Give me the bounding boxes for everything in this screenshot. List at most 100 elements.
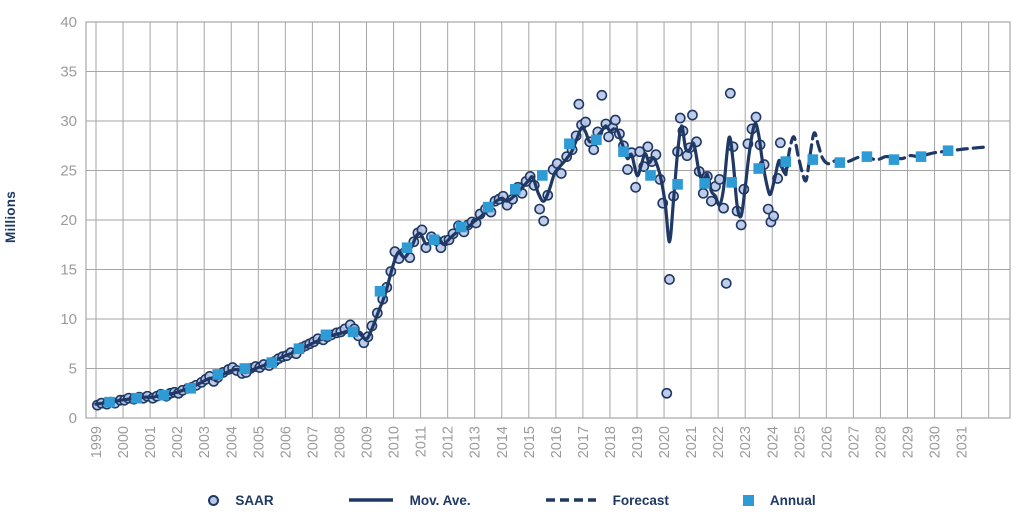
plot-border bbox=[85, 21, 1011, 419]
legend-label-mov-ave: Mov. Ave. bbox=[409, 492, 471, 508]
annual-point bbox=[888, 154, 900, 165]
x-tick-label: 2007 bbox=[305, 426, 321, 458]
saar-point bbox=[580, 116, 592, 128]
saar-point bbox=[609, 114, 621, 126]
y-tick-label: 15 bbox=[60, 262, 77, 279]
x-tick-label: 2022 bbox=[711, 426, 727, 458]
saar-point bbox=[774, 137, 786, 149]
saar-point bbox=[573, 98, 585, 110]
annual-point bbox=[618, 146, 629, 157]
saar-point bbox=[768, 210, 780, 222]
saar-point bbox=[720, 277, 732, 289]
x-tick-label: 2011 bbox=[414, 426, 430, 457]
y-tick-label: 0 bbox=[69, 410, 77, 427]
annual-point bbox=[509, 184, 521, 195]
forecast-line bbox=[784, 131, 991, 183]
annual-point bbox=[293, 343, 305, 354]
annual-point bbox=[158, 389, 169, 401]
annual-point bbox=[212, 369, 224, 380]
saar-point bbox=[642, 141, 654, 153]
saar-point bbox=[762, 203, 774, 215]
legend-item-mov-ave: Mov. Ave. bbox=[348, 493, 471, 508]
annual-point bbox=[401, 242, 413, 254]
x-tick-label: 2010 bbox=[387, 426, 403, 458]
saar-point bbox=[687, 109, 698, 121]
mov-ave-line-marker-icon bbox=[348, 498, 393, 502]
annual-point bbox=[834, 157, 846, 168]
y-tick-label: 35 bbox=[60, 64, 77, 81]
forecast-dash-marker-icon bbox=[545, 498, 596, 502]
saar-point bbox=[596, 89, 608, 101]
x-tick-label: 2026 bbox=[819, 426, 835, 458]
annual-point bbox=[645, 170, 656, 181]
annual-point bbox=[915, 151, 927, 162]
annual-point bbox=[564, 138, 575, 150]
x-tick-label: 2016 bbox=[549, 426, 565, 458]
y-tick-label: 30 bbox=[60, 113, 77, 130]
annual-point bbox=[591, 134, 602, 146]
saar-point bbox=[630, 181, 642, 193]
saar-point bbox=[588, 144, 600, 156]
y-axis-title: Millions bbox=[3, 191, 18, 243]
annual-square-marker-icon bbox=[742, 494, 754, 506]
x-tick-label: 2003 bbox=[197, 426, 213, 458]
x-tick-label: 2005 bbox=[251, 426, 267, 458]
annual-point bbox=[266, 357, 278, 368]
x-tick-label: 2020 bbox=[657, 426, 673, 458]
x-tick-label: 2027 bbox=[846, 426, 862, 458]
annual-point bbox=[861, 151, 873, 162]
annual-point bbox=[726, 177, 737, 188]
y-tick-label: 5 bbox=[69, 361, 77, 378]
legend-label-annual: Annual bbox=[769, 492, 816, 508]
annual-point bbox=[537, 170, 548, 181]
x-tick-label: 2028 bbox=[873, 426, 889, 458]
saar-point bbox=[603, 131, 614, 143]
saar-point bbox=[697, 187, 709, 199]
x-tick-label: 2018 bbox=[603, 426, 619, 458]
legend-item-saar: SAAR bbox=[208, 492, 274, 508]
legend: SAAR Mov. Ave. Forecast Annual bbox=[0, 487, 1024, 513]
saar-point bbox=[750, 111, 762, 123]
saar-point bbox=[674, 112, 686, 124]
annual-point bbox=[428, 234, 440, 246]
y-tick-label: 40 bbox=[60, 14, 77, 31]
x-tick-label: 2013 bbox=[468, 426, 484, 458]
annual-point bbox=[320, 329, 332, 341]
x-tick-label: 2004 bbox=[224, 426, 240, 458]
x-tick-label: 2006 bbox=[278, 426, 294, 458]
legend-item-annual: Annual bbox=[742, 492, 816, 508]
saar-point bbox=[634, 146, 646, 158]
x-tick-label: 1999 bbox=[89, 426, 105, 458]
annual-point bbox=[672, 179, 683, 190]
annual-point bbox=[239, 363, 251, 374]
annual-point bbox=[347, 326, 359, 338]
annual-point bbox=[942, 145, 954, 156]
saar-point bbox=[718, 202, 729, 214]
x-tick-label: 2015 bbox=[522, 426, 538, 458]
x-tick-label: 2017 bbox=[576, 426, 592, 458]
y-tick-label: 10 bbox=[60, 311, 77, 328]
x-tick-label: 2012 bbox=[441, 426, 457, 458]
annual-point bbox=[482, 201, 494, 213]
x-tick-label: 2014 bbox=[495, 426, 511, 458]
saar-point bbox=[664, 273, 675, 285]
saar-point bbox=[735, 219, 747, 231]
annual-point bbox=[455, 221, 467, 233]
saar-point bbox=[538, 215, 550, 227]
saar-circle-marker-icon bbox=[208, 494, 220, 506]
x-tick-label: 2008 bbox=[332, 426, 348, 458]
annual-point bbox=[374, 285, 386, 297]
legend-label-saar: SAAR bbox=[235, 492, 274, 508]
annual-point bbox=[780, 156, 792, 167]
saar-point bbox=[724, 87, 736, 99]
legend-label-forecast: Forecast bbox=[612, 492, 669, 508]
x-tick-label: 2021 bbox=[684, 426, 700, 458]
x-tick-label: 2029 bbox=[901, 426, 917, 458]
saar-point bbox=[622, 164, 633, 175]
annual-point bbox=[753, 163, 765, 174]
x-tick-label: 2000 bbox=[116, 426, 132, 458]
annual-point bbox=[807, 154, 819, 165]
legend-item-forecast: Forecast bbox=[545, 493, 669, 508]
x-tick-label: 2002 bbox=[170, 426, 186, 458]
